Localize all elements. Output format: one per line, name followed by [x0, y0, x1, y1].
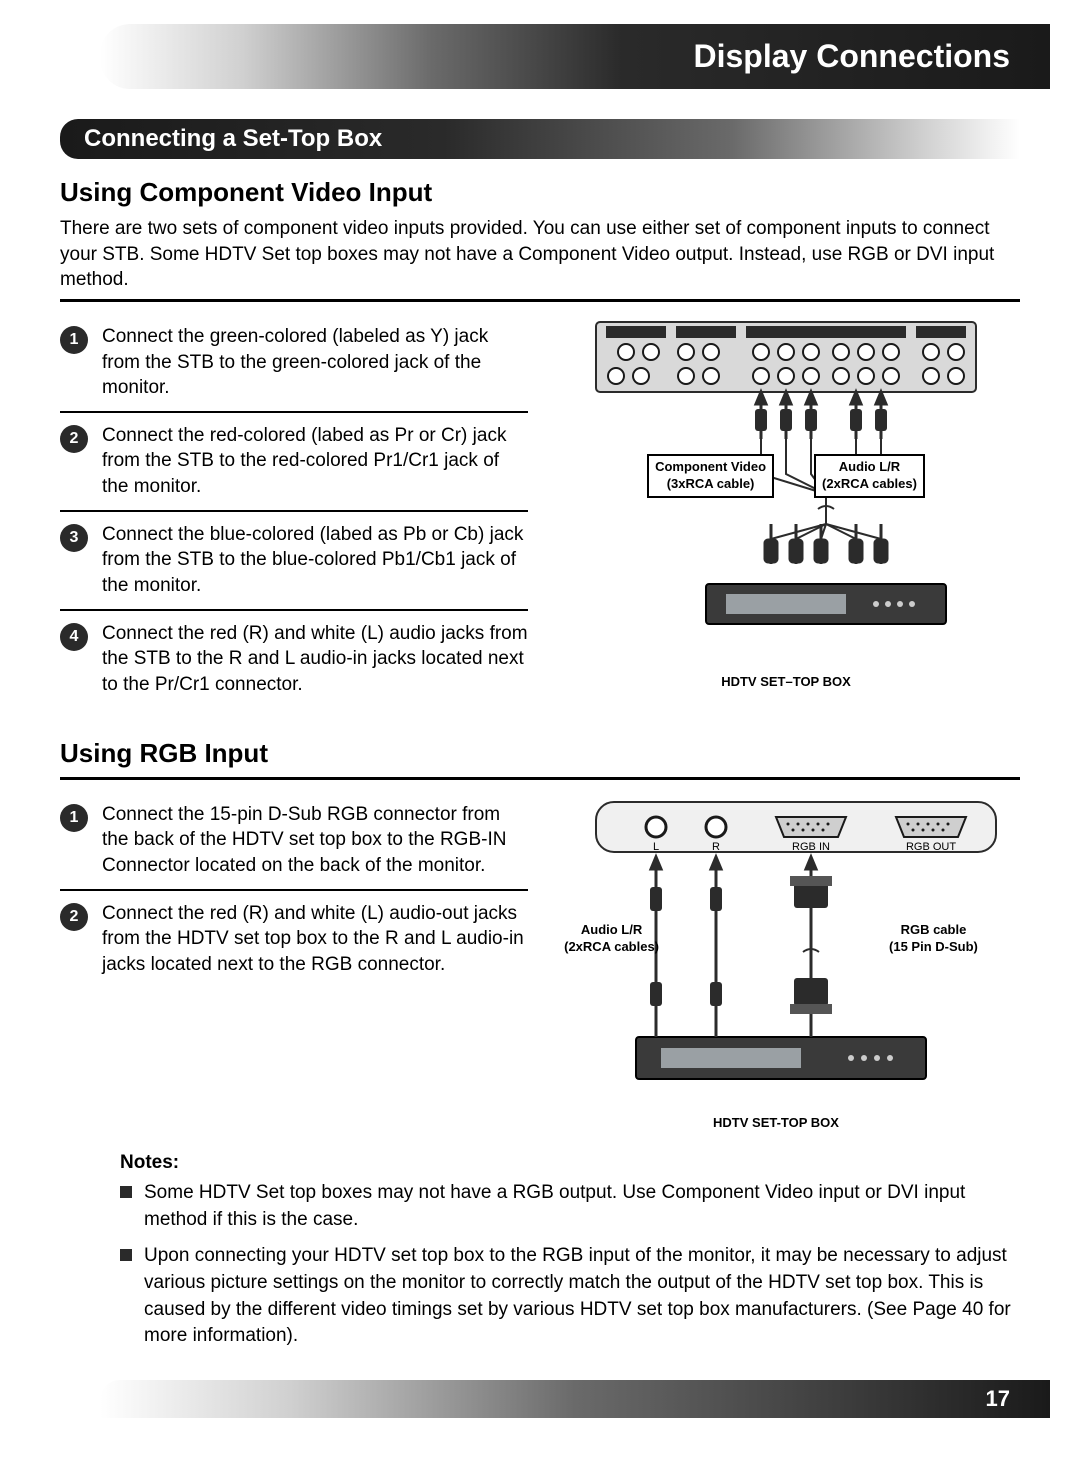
port-label-rgb-out: RGB OUT: [906, 841, 956, 853]
step-text: Connect the red (R) and white (L) audio-…: [102, 901, 528, 978]
component-intro: There are two sets of component video in…: [60, 216, 1020, 293]
bullet-icon: [120, 1249, 132, 1261]
note-text: Some HDTV Set top boxes may not have a R…: [144, 1180, 1020, 1233]
step-item: 2 Connect the red-colored (labed as Pr o…: [60, 411, 528, 510]
step-text: Connect the blue-colored (labed as Pb or…: [102, 522, 528, 599]
step-item: 1 Connect the green-colored (labeled as …: [60, 314, 528, 411]
port-label-rgb-in: RGB IN: [792, 841, 830, 853]
step-number-icon: 2: [60, 903, 88, 931]
step-number-icon: 3: [60, 524, 88, 552]
rgb-heading: Using RGB Input: [60, 738, 1020, 769]
rgb-diagram: L R RGB IN RGB OUT: [552, 792, 1020, 1133]
port-label-r: R: [712, 841, 720, 853]
step-item: 4 Connect the red (R) and white (L) audi…: [60, 609, 528, 708]
page-number: 17: [100, 1380, 1050, 1418]
port-label-l: L: [653, 841, 659, 853]
step-number-icon: 4: [60, 623, 88, 651]
step-text: Connect the 15-pin D-Sub RGB connector f…: [102, 802, 528, 879]
notes-section: Notes: Some HDTV Set top boxes may not h…: [60, 1152, 1020, 1350]
diagram-label-stb: HDTV SET-TOP BOX: [713, 1115, 839, 1132]
component-columns: 1 Connect the green-colored (labeled as …: [60, 314, 1020, 708]
rgb-steps: 1 Connect the 15-pin D-Sub RGB connector…: [60, 792, 528, 988]
rule: [60, 777, 1020, 780]
diagram-label-rgb-cable: RGB cable (15 Pin D-Sub): [889, 922, 978, 956]
page-header: Display Connections: [100, 24, 1050, 89]
diagram-label-stb: HDTV SET–TOP BOX: [721, 674, 851, 691]
diagram-label-component-video: Component Video (3xRCA cable): [647, 454, 774, 498]
step-text: Connect the red-colored (labed as Pr or …: [102, 423, 528, 500]
diagram-label-audio: Audio L/R (2xRCA cables): [814, 454, 925, 498]
step-number-icon: 1: [60, 804, 88, 832]
rule: [60, 299, 1020, 302]
step-item: 2 Connect the red (R) and white (L) audi…: [60, 889, 528, 988]
step-text: Connect the red (R) and white (L) audio …: [102, 621, 528, 698]
page-content: Connecting a Set-Top Box Using Component…: [0, 119, 1080, 1350]
step-item: 3 Connect the blue-colored (labed as Pb …: [60, 510, 528, 609]
section-bar: Connecting a Set-Top Box: [60, 119, 1020, 159]
component-steps: 1 Connect the green-colored (labeled as …: [60, 314, 528, 708]
component-heading: Using Component Video Input: [60, 177, 1020, 208]
step-number-icon: 2: [60, 425, 88, 453]
step-item: 1 Connect the 15-pin D-Sub RGB connector…: [60, 792, 528, 889]
note-item: Upon connecting your HDTV set top box to…: [120, 1243, 1020, 1349]
bullet-icon: [120, 1186, 132, 1198]
rgb-columns: 1 Connect the 15-pin D-Sub RGB connector…: [60, 792, 1020, 1133]
component-diagram: Component Video (3xRCA cable) Audio L/R …: [552, 314, 1020, 691]
step-text: Connect the green-colored (labeled as Y)…: [102, 324, 528, 401]
step-number-icon: 1: [60, 326, 88, 354]
notes-heading: Notes:: [120, 1152, 1020, 1174]
diagram-label-audio: Audio L/R (2xRCA cables): [564, 922, 659, 956]
note-text: Upon connecting your HDTV set top box to…: [144, 1243, 1020, 1349]
note-item: Some HDTV Set top boxes may not have a R…: [120, 1180, 1020, 1233]
